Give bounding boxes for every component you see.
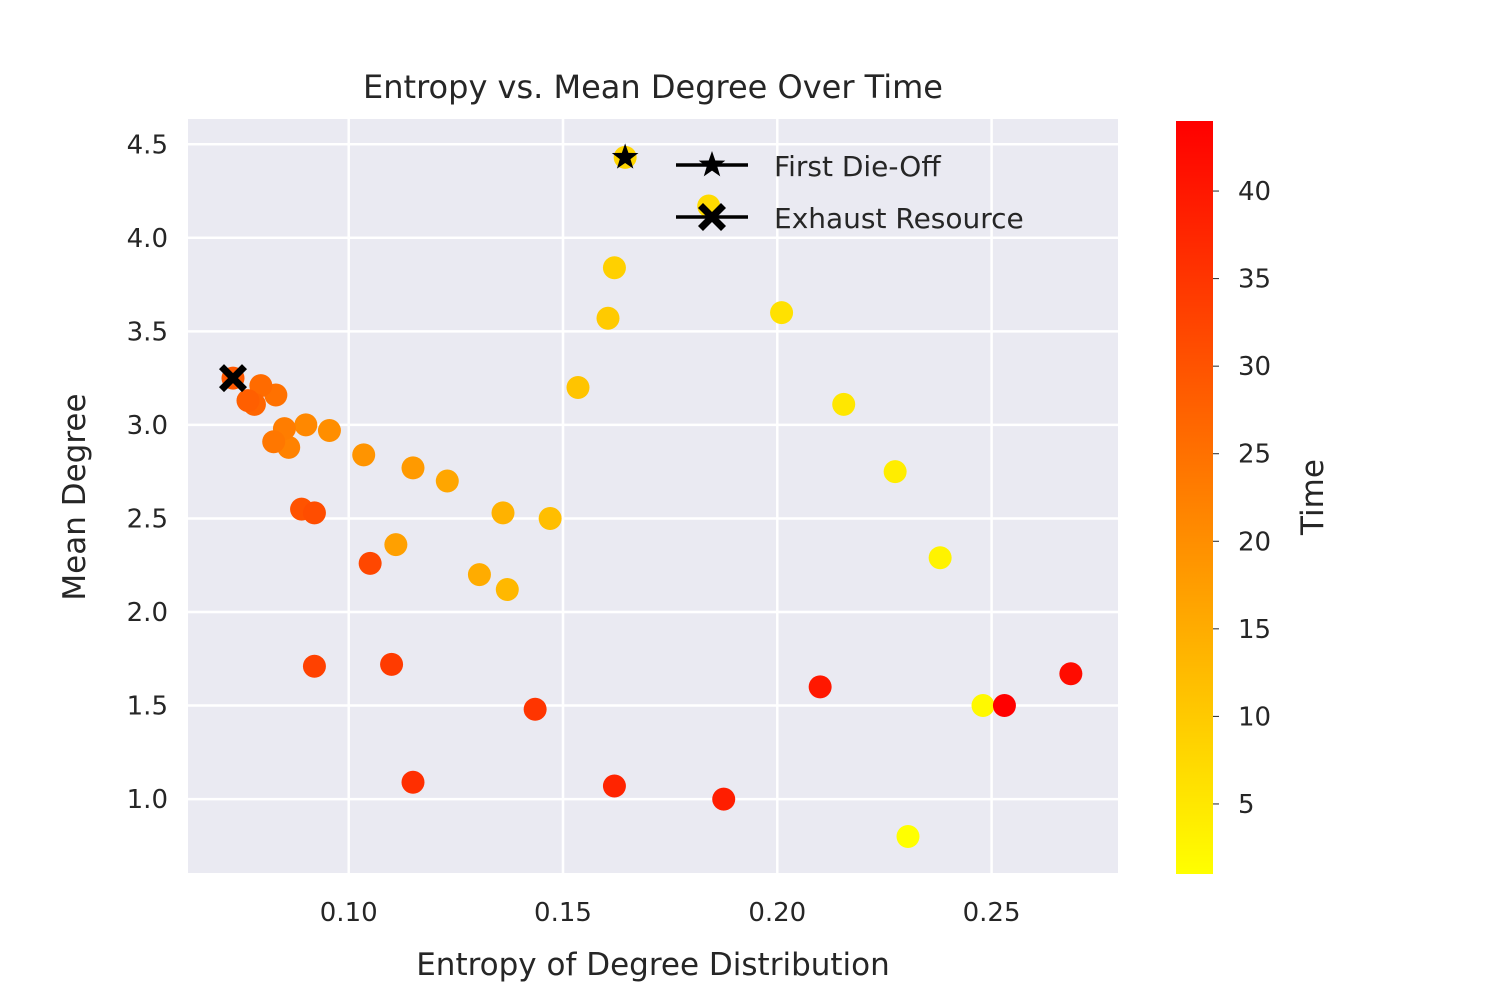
data-point [352, 443, 376, 467]
x-tick-label: 0.25 [963, 898, 1021, 928]
data-point [992, 694, 1016, 718]
y-tick-label: 1.5 [127, 692, 168, 722]
y-tick-label: 1.0 [127, 785, 168, 815]
data-point [435, 469, 459, 493]
legend: First Die-Off Exhaust Resource [676, 150, 1024, 235]
exhaust-resource-x-marker [219, 364, 247, 393]
data-point [317, 419, 341, 443]
data-point [491, 501, 515, 525]
y-tick-labels: 1.0 1.5 2.0 2.5 3.0 3.5 4.0 4.5 [127, 130, 168, 815]
data-point [523, 697, 547, 721]
event-markers [219, 143, 639, 393]
data-point [302, 654, 326, 678]
x-axis-label: Entropy of Degree Distribution [416, 947, 890, 983]
data-point [832, 392, 856, 416]
data-point [928, 546, 952, 570]
y-tick-label: 3.0 [127, 411, 168, 441]
plot-area [188, 119, 1118, 873]
data-point [262, 430, 286, 454]
colorbar-tick-labels: 5 10 15 20 25 30 35 40 [1213, 177, 1271, 820]
data-point [566, 375, 590, 399]
data-point [401, 456, 425, 480]
legend-label-first-die-off: First Die-Off [774, 150, 941, 183]
legend-star-icon [698, 151, 726, 177]
data-point [770, 301, 794, 325]
colorbar-tick-label: 35 [1238, 265, 1271, 295]
legend-label-exhaust-resource: Exhaust Resource [774, 202, 1024, 235]
chart-title: Entropy vs. Mean Degree Over Time [363, 68, 943, 106]
data-point [896, 825, 920, 849]
legend-x-icon [698, 203, 726, 231]
data-point [602, 256, 626, 280]
colorbar-tick-label: 5 [1238, 790, 1255, 820]
colorbar-tick-label: 40 [1238, 177, 1271, 207]
data-point [249, 374, 273, 398]
x-tick-labels: 0.10 0.15 0.20 0.25 [320, 898, 1021, 928]
data-point [883, 460, 907, 484]
y-tick-label: 4.0 [127, 224, 168, 254]
data-point [384, 533, 408, 557]
data-point [596, 306, 620, 330]
data-point [712, 787, 736, 811]
data-point [538, 506, 562, 530]
data-point [302, 501, 326, 525]
grid-lines [188, 119, 1118, 873]
data-points [221, 145, 1083, 849]
colorbar-label: Time [1295, 459, 1331, 536]
x-tick-label: 0.15 [534, 898, 592, 928]
y-tick-label: 2.0 [127, 598, 168, 628]
data-point [602, 774, 626, 798]
data-point [380, 652, 404, 676]
x-tick-label: 0.20 [748, 898, 806, 928]
data-point [495, 578, 519, 602]
data-point [971, 694, 995, 718]
y-axis-label: Mean Degree [57, 393, 93, 600]
colorbar-tick-label: 20 [1238, 527, 1271, 557]
data-point [236, 389, 260, 413]
colorbar-tick-label: 25 [1238, 440, 1271, 470]
data-point [467, 563, 491, 587]
data-point [1059, 662, 1083, 686]
colorbar-tick-label: 10 [1238, 702, 1271, 732]
data-point [808, 675, 832, 699]
data-point [358, 551, 382, 575]
y-tick-label: 2.5 [127, 504, 168, 534]
colorbar [1176, 121, 1213, 874]
y-tick-label: 3.5 [127, 317, 168, 347]
colorbar-tick-label: 15 [1238, 615, 1271, 645]
data-point [401, 770, 425, 794]
y-tick-label: 4.5 [127, 130, 168, 160]
colorbar-tick-label: 30 [1238, 352, 1271, 382]
data-point [294, 413, 318, 437]
first-die-off-star-marker [611, 143, 639, 169]
x-tick-label: 0.10 [320, 898, 378, 928]
